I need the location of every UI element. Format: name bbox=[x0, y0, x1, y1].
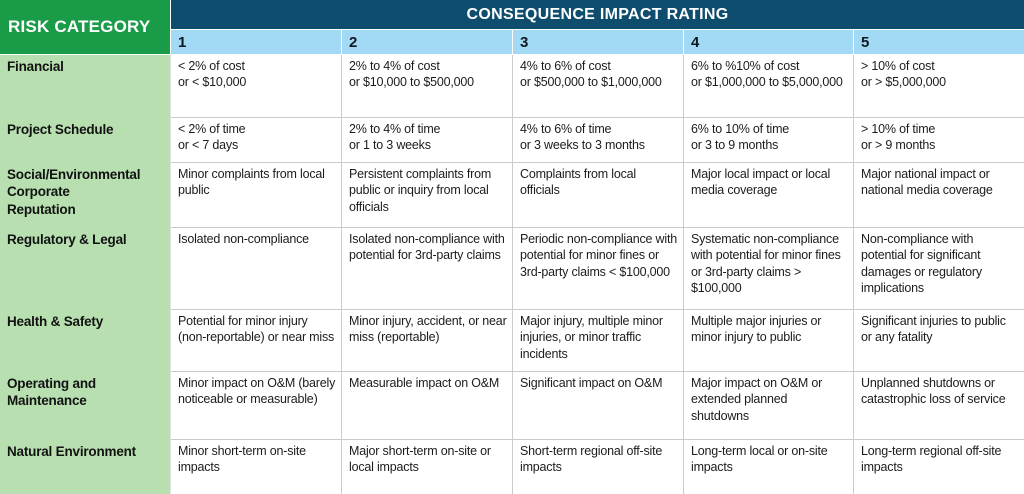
impact-description-cell: Periodic non-compliance with potential f… bbox=[513, 228, 684, 310]
risk-category-cell: Natural Environment bbox=[0, 440, 171, 494]
rating-level-header: 2 bbox=[342, 30, 513, 55]
impact-description-cell: < 2% of cost or < $10,000 bbox=[171, 55, 342, 118]
impact-description-cell: Major injury, multiple minor injuries, o… bbox=[513, 310, 684, 372]
impact-description-cell: Long-term regional off-site impacts bbox=[854, 440, 1024, 494]
impact-description-cell: 2% to 4% of time or 1 to 3 weeks bbox=[342, 118, 513, 163]
impact-description-cell: 4% to 6% of cost or $500,000 to $1,000,0… bbox=[513, 55, 684, 118]
impact-description-cell: Major impact on O&M or extended planned … bbox=[684, 372, 854, 440]
risk-category-cell: Project Schedule bbox=[0, 118, 171, 163]
impact-description-cell: Short-term regional off-site impacts bbox=[513, 440, 684, 494]
impact-description-cell: Significant injuries to public or any fa… bbox=[854, 310, 1024, 372]
impact-description-cell: Potential for minor injury (non-reportab… bbox=[171, 310, 342, 372]
impact-description-cell: Isolated non-compliance with potential f… bbox=[342, 228, 513, 310]
rating-level-header: 5 bbox=[854, 30, 1024, 55]
impact-description-cell: Complaints from local officials bbox=[513, 163, 684, 228]
impact-description-cell: Major national impact or national media … bbox=[854, 163, 1024, 228]
table-row: Operating and Maintenance Minor impact on… bbox=[0, 372, 1024, 440]
rating-level-header: 3 bbox=[513, 30, 684, 55]
impact-description-cell: 4% to 6% of time or 3 weeks to 3 months bbox=[513, 118, 684, 163]
header-row: RISK CATEGORY CONSEQUENCE IMPACT RATING bbox=[0, 0, 1024, 55]
impact-description-cell: > 10% of time or > 9 months bbox=[854, 118, 1024, 163]
impact-description-cell: Minor short-term on-site impacts bbox=[171, 440, 342, 494]
risk-category-cell: Health & Safety bbox=[0, 310, 171, 372]
impact-description-cell: Major short-term on-site or local impact… bbox=[342, 440, 513, 494]
impact-description-cell: Significant impact on O&M bbox=[513, 372, 684, 440]
consequence-impact-rating-header: CONSEQUENCE IMPACT RATING bbox=[171, 0, 1024, 30]
impact-description-cell: Measurable impact on O&M bbox=[342, 372, 513, 440]
table-row: Social/Environmental Corporate Reputatio… bbox=[0, 163, 1024, 228]
rating-level-header: 1 bbox=[171, 30, 342, 55]
risk-category-cell: Regulatory & Legal bbox=[0, 228, 171, 310]
risk-category-cell: Operating and Maintenance bbox=[0, 372, 171, 440]
impact-description-cell: 6% to %10% of cost or $1,000,000 to $5,0… bbox=[684, 55, 854, 118]
table-row: Natural Environment Minor short-term on-s… bbox=[0, 440, 1024, 494]
risk-category-cell: Financial bbox=[0, 55, 171, 118]
impact-description-cell: Systematic non-compliance with potential… bbox=[684, 228, 854, 310]
impact-description-cell: Minor complaints from local public bbox=[171, 163, 342, 228]
table-row: Project Schedule < 2% of time or < 7 days… bbox=[0, 118, 1024, 163]
impact-description-cell: Long-term local or on-site impacts bbox=[684, 440, 854, 494]
rating-level-header: 4 bbox=[684, 30, 854, 55]
impact-description-cell: 6% to 10% of time or 3 to 9 months bbox=[684, 118, 854, 163]
impact-description-cell: Isolated non-compliance bbox=[171, 228, 342, 310]
impact-description-cell: Unplanned shutdowns or catastrophic loss… bbox=[854, 372, 1024, 440]
risk-category-header: RISK CATEGORY bbox=[0, 0, 171, 55]
impact-description-cell: Multiple major injuries or minor injury … bbox=[684, 310, 854, 372]
table-row: Health & Safety Potential for minor injur… bbox=[0, 310, 1024, 372]
impact-description-cell: Major local impact or local media covera… bbox=[684, 163, 854, 228]
impact-description-cell: > 10% of cost or > $5,000,000 bbox=[854, 55, 1024, 118]
impact-description-cell: Non-compliance with potential for signif… bbox=[854, 228, 1024, 310]
table-row: Financial < 2% of cost or < $10,000 2% to … bbox=[0, 55, 1024, 118]
impact-description-cell: < 2% of time or < 7 days bbox=[171, 118, 342, 163]
impact-description-cell: Minor impact on O&M (barely noticeable o… bbox=[171, 372, 342, 440]
impact-description-cell: 2% to 4% of cost or $10,000 to $500,000 bbox=[342, 55, 513, 118]
risk-category-cell: Social/Environmental Corporate Reputatio… bbox=[0, 163, 171, 228]
impact-description-cell: Minor injury, accident, or near miss (re… bbox=[342, 310, 513, 372]
table-row: Regulatory & Legal Isolated non-complianc… bbox=[0, 228, 1024, 310]
impact-description-cell: Persistent complaints from public or inq… bbox=[342, 163, 513, 228]
